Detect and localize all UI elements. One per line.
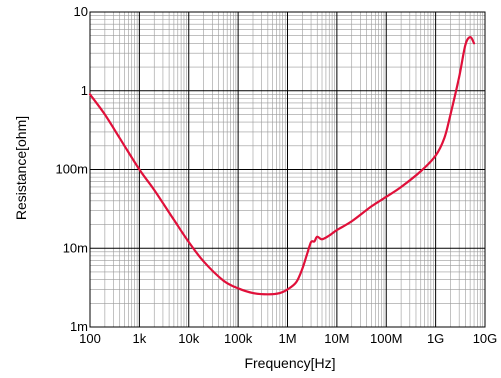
y-tick-labels: 1m 10m 100m 1 10: [55, 4, 88, 334]
x-tick-label: 100k: [224, 331, 253, 346]
x-tick-label: 1G: [427, 331, 444, 346]
y-tick-label: 10m: [63, 240, 88, 255]
x-tick-label: 1M: [278, 331, 296, 346]
y-tick-label: 1: [81, 83, 88, 98]
x-tick-label: 100: [79, 331, 101, 346]
x-tick-label: 10G: [473, 331, 498, 346]
resistance-curve: [88, 36, 476, 296]
plot-frame: [89, 11, 486, 328]
x-tick-label: 1k: [133, 331, 147, 346]
y-tick-label: 1m: [70, 319, 88, 334]
x-tick-label: 10M: [324, 331, 349, 346]
y-tick-label: 100m: [55, 162, 88, 177]
x-tick-labels: 100 1k 10k 100k 1M 10M 100M 1G 10G: [79, 331, 497, 346]
y-tick-label: 10: [74, 4, 88, 19]
y-axis-label: Resistance[ohm]: [13, 116, 29, 220]
x-axis-label: Frequency[Hz]: [244, 355, 335, 371]
x-tick-label: 10k: [178, 331, 199, 346]
x-tick-label: 100M: [370, 331, 403, 346]
